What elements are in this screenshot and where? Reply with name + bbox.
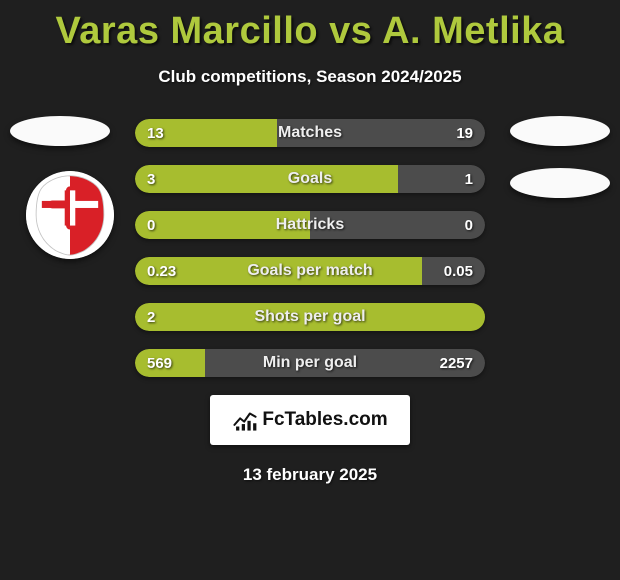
- brand-text: FcTables.com: [262, 409, 387, 431]
- club-crest-left: [26, 171, 114, 259]
- stat-value-left: 569: [135, 349, 184, 377]
- page-subtitle: Club competitions, Season 2024/2025: [0, 67, 620, 87]
- stat-value-right: 0.05: [432, 257, 485, 285]
- stat-row: Min per goal5692257: [135, 349, 485, 377]
- stat-value-left: 2: [135, 303, 167, 331]
- stat-value-right: 0: [453, 211, 485, 239]
- brand-chart-icon: [232, 407, 258, 433]
- player-badge-right-1: [510, 116, 610, 146]
- stat-row: Hattricks0 0: [135, 211, 485, 239]
- stat-value-right: 2257: [428, 349, 485, 377]
- player-badge-right-2: [510, 168, 610, 198]
- stat-row: Goals3 1: [135, 165, 485, 193]
- stat-label: Hattricks: [135, 211, 485, 239]
- club-crest-icon: [26, 171, 114, 259]
- stat-row: Goals per match0.230.05: [135, 257, 485, 285]
- brand-badge: FcTables.com: [210, 395, 410, 445]
- comparison-arena: Matches1319Goals31Hattricks00Goals per m…: [0, 119, 620, 377]
- date-text: 13 february 2025: [0, 465, 620, 485]
- stat-value-left: 13: [135, 119, 176, 147]
- stat-value-left: 0: [135, 211, 167, 239]
- page-title: Varas Marcillo vs A. Metlika: [0, 0, 620, 53]
- stat-value-left: 3: [135, 165, 167, 193]
- stat-value-right: 19: [444, 119, 485, 147]
- stat-label: Goals: [135, 165, 485, 193]
- stat-value-left: 0.23: [135, 257, 188, 285]
- stat-row: Matches13 19: [135, 119, 485, 147]
- stat-value-right: 1: [453, 165, 485, 193]
- stat-row: Shots per goal2: [135, 303, 485, 331]
- stat-value-right: [461, 303, 485, 331]
- stat-label: Matches: [135, 119, 485, 147]
- player-badge-left: [10, 116, 110, 146]
- stat-label: Shots per goal: [135, 303, 485, 331]
- stat-bars: Matches1319Goals31Hattricks00Goals per m…: [135, 119, 485, 377]
